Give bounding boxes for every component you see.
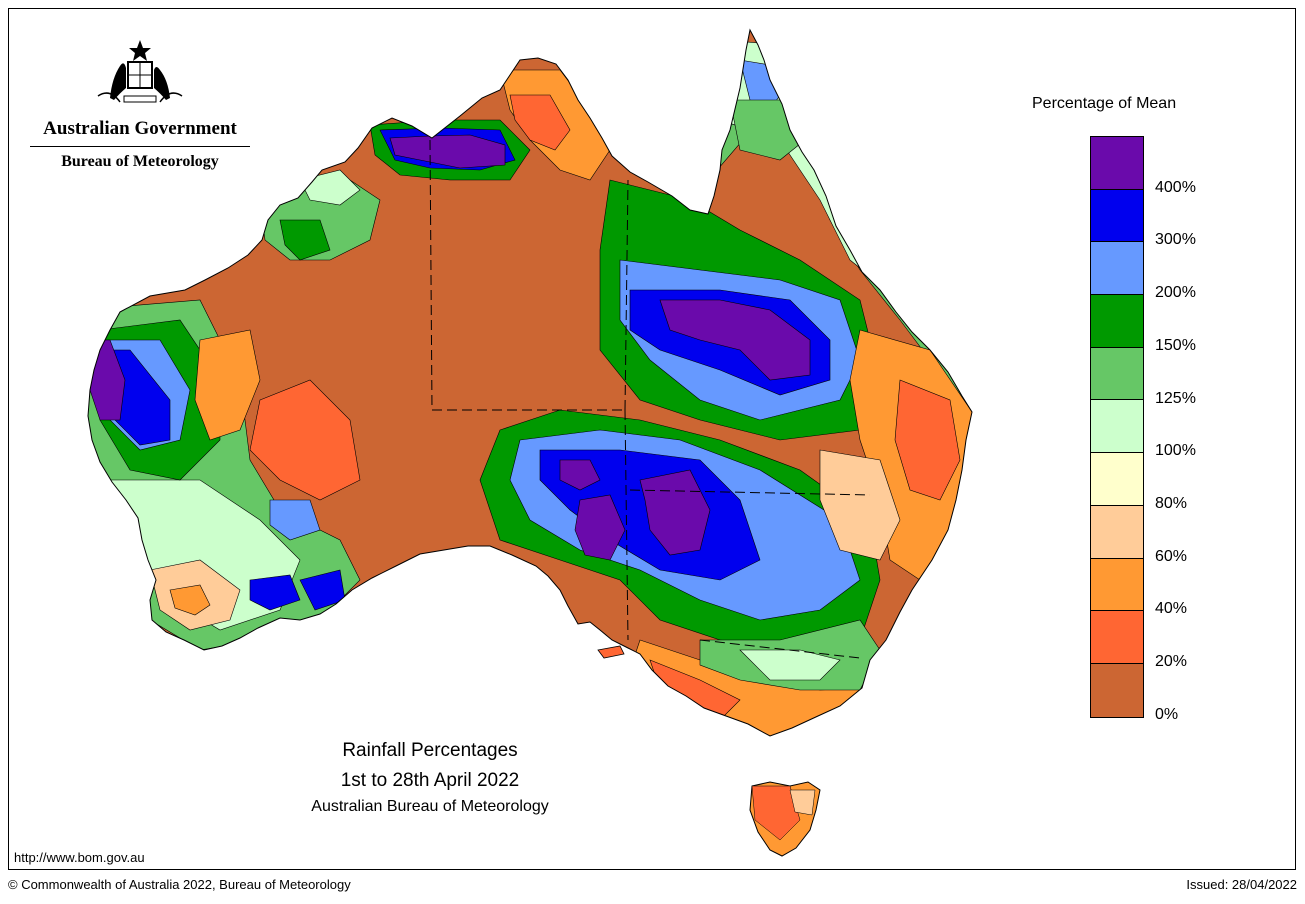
government-logo: Australian Government Bureau of Meteorol… xyxy=(30,38,250,171)
state-borders xyxy=(429,139,871,659)
legend-swatch xyxy=(1091,453,1143,506)
legend-swatch xyxy=(1091,663,1143,717)
legend-title: Percentage of Mean xyxy=(1032,95,1177,112)
map-source: Australian Bureau of Meteorology xyxy=(311,798,549,815)
copyright-notice: © Commonwealth of Australia 2022, Bureau… xyxy=(8,877,351,892)
map-period: 1st to 28th April 2022 xyxy=(340,770,520,791)
kangaroo-island xyxy=(597,645,625,659)
legend-swatch xyxy=(1091,189,1143,243)
legend-label: 0% xyxy=(1155,705,1179,723)
legend-label: 60% xyxy=(1155,547,1188,565)
website-url[interactable]: http://www.bom.gov.au xyxy=(14,850,145,865)
legend-label: 400% xyxy=(1155,178,1196,196)
legend-label: 150% xyxy=(1155,336,1196,354)
legend-swatch xyxy=(1091,242,1143,296)
legend-label: 80% xyxy=(1155,494,1188,512)
legend-label: 200% xyxy=(1155,284,1196,302)
agency-title: Bureau of Meteorology xyxy=(61,153,219,170)
legend-colorbar xyxy=(1090,136,1144,718)
legend-label: 125% xyxy=(1155,389,1196,407)
legend-swatch xyxy=(1091,611,1143,664)
legend-swatch xyxy=(1091,400,1143,454)
map-title-block: Rainfall Percentages 1st to 28th April 2… xyxy=(250,740,610,816)
legend-swatch xyxy=(1091,137,1143,190)
legend-swatch xyxy=(1091,347,1143,401)
map-title: Rainfall Percentages xyxy=(342,740,518,761)
legend-swatch xyxy=(1091,505,1143,559)
tasmania xyxy=(749,781,821,857)
legend-label: 100% xyxy=(1155,442,1196,460)
mainland-coastline xyxy=(87,28,973,737)
government-title: Australian Government xyxy=(30,118,250,147)
legend-label: 300% xyxy=(1155,231,1196,249)
legend-swatch xyxy=(1091,295,1143,348)
rainfall-zones xyxy=(88,39,972,736)
coat-of-arms-icon xyxy=(97,40,183,103)
legend-label: 40% xyxy=(1155,600,1188,618)
issued-date: Issued: 28/04/2022 xyxy=(1186,877,1297,892)
legend-swatch xyxy=(1091,558,1143,612)
legend-label: 20% xyxy=(1155,653,1188,670)
